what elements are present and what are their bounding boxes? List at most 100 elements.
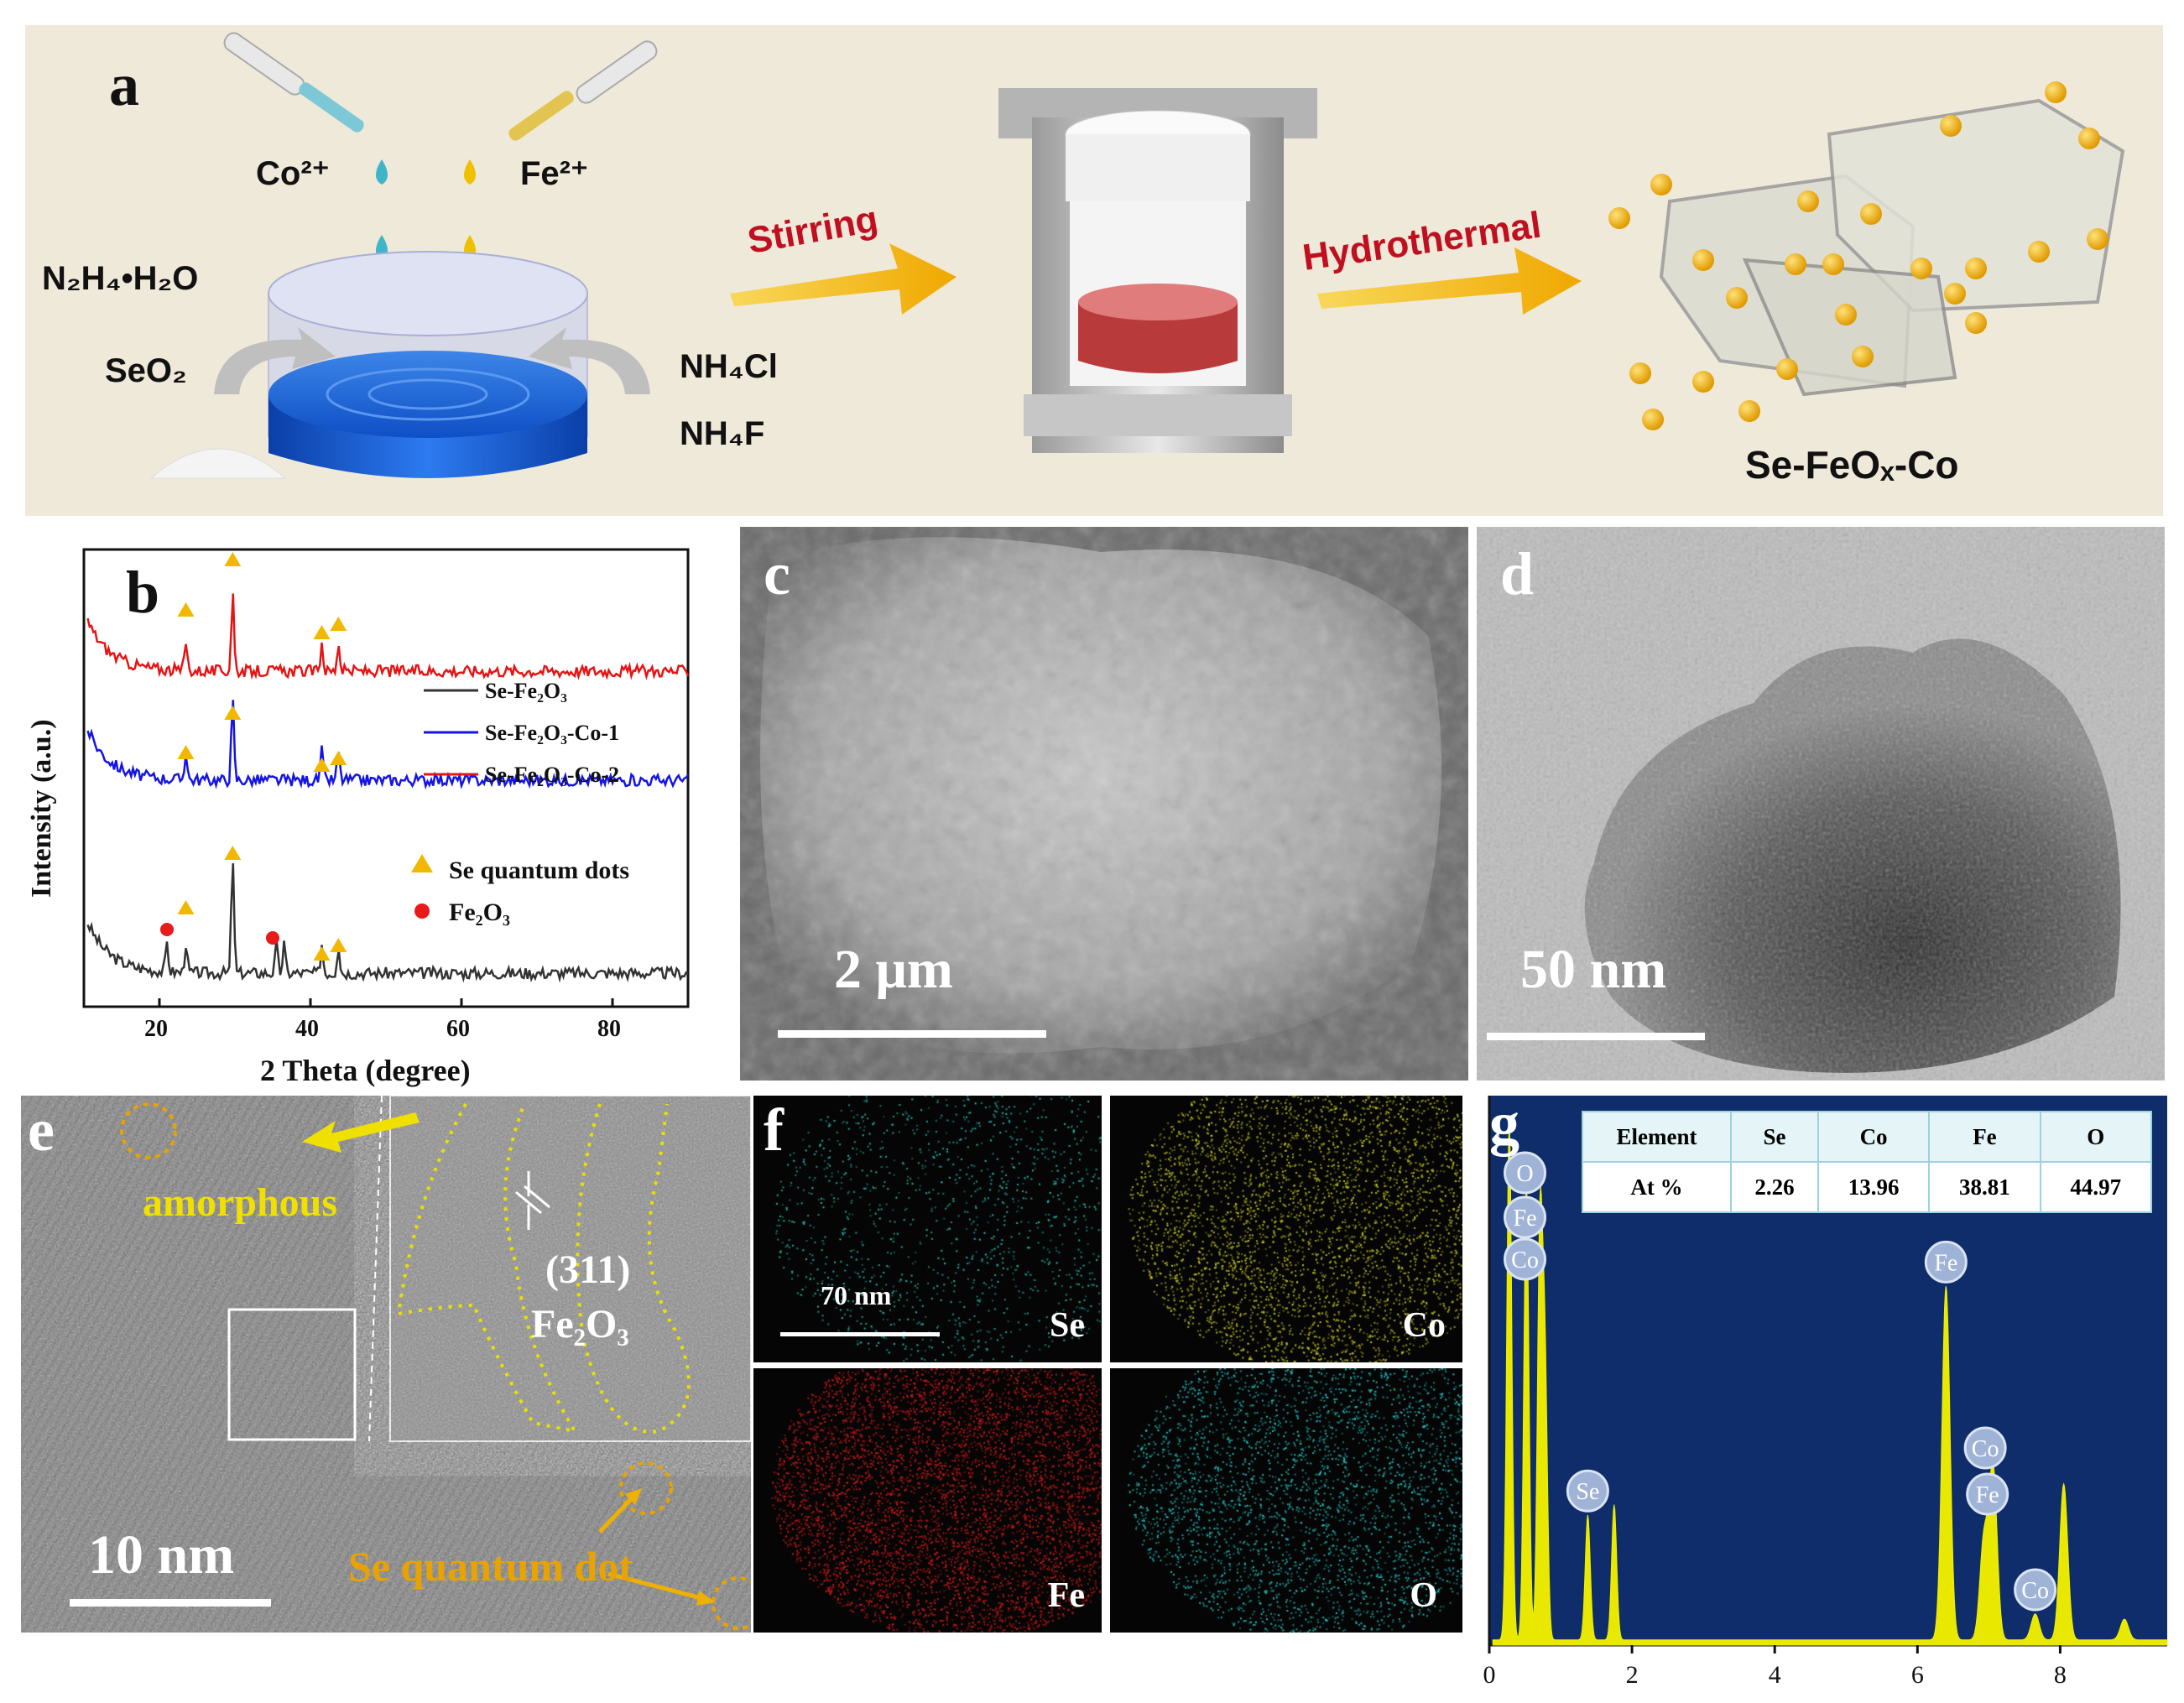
fe-ion-label: Fe²⁺ [520,155,588,192]
co-dropper-icon [223,32,364,133]
edx-peak-label: Fe [1966,1472,2009,1516]
svg-text:Co: Co [2021,1578,2049,1604]
fe-dropper-icon [508,40,658,141]
table-header-row: Element Se Co Fe O [1582,1111,2153,1163]
se-qd-marker [177,900,195,914]
zoom-region-box [227,1308,357,1441]
eds-map-o: O [1110,1368,1462,1633]
table-cell: At % [1582,1161,1732,1213]
legend-se-fe2o3-co-1: Se-Fe₂O₃-Co-1 [485,721,619,745]
lattice-spacing-icon [515,1171,550,1230]
edx-tick-label: 0 [1483,1661,1496,1689]
fe2o3-marker [266,931,279,945]
tem-image-panel: d 50 nm [1477,527,2165,1081]
panel-label-f: f [764,1096,784,1164]
legend-se-fe2o3: Se-Fe₂O₃ [485,679,567,703]
table-header-cell: Se [1730,1111,1819,1163]
edx-peak-label: Fe [1504,1195,1547,1239]
edx-peak-label: Co [2014,1568,2057,1612]
svg-text:Fe: Fe [1934,1250,1957,1276]
hrtem-scale-bar [70,1599,271,1607]
se-qd-marker [224,706,242,720]
svg-text:O: O [1516,1161,1533,1187]
svg-text:Se: Se [1576,1479,1599,1505]
table-cell: 38.81 [1928,1161,2041,1213]
tem-micrograph [1477,527,2165,1081]
powder-pile-icon [149,448,287,479]
beaker-icon [268,251,588,478]
nh4f-label: NH₄F [680,415,764,452]
edx-peak-label: Fe [1924,1240,1968,1284]
xrd-tick-label: 40 [295,1016,319,1042]
se-qd-marker [313,946,331,961]
sem-scale-text: 2 μm [834,939,953,1000]
se-qd-marker [224,552,242,566]
composition-table: Element Se Co Fe O At % 2.26 13.96 38.81… [1582,1111,2153,1213]
se-qd-marker [224,846,242,860]
edx-peak-label: Se [1566,1469,1609,1513]
table-cell: 13.96 [1817,1161,1931,1213]
eds-map-fe: Fe [753,1368,1102,1633]
edx-peak-label: Co [1963,1426,2007,1470]
stirring-arrow-icon [730,243,956,315]
svg-text:Fe: Fe [1976,1482,1999,1508]
panel-label-d: d [1500,540,1535,607]
qd-arrow-2-icon [607,1571,706,1601]
table-header-cell: Fe [1928,1111,2041,1163]
curved-arrow-left-icon [214,327,336,394]
panel-label-c: c [764,540,790,607]
xrd-series-line [86,863,689,983]
edx-tick-label: 6 [1911,1661,1924,1689]
hrtem-image-panel: e amorphous (311) Fe₂O₃ Se quantum dot 1… [21,1096,751,1633]
panel-label-g: g [1489,1096,1519,1157]
hrtem-scale-text: 10 nm [88,1524,235,1586]
amorphous-label: amorphous [143,1180,338,1225]
panel-label-e: e [28,1096,55,1164]
panel-label-a: a [109,51,139,118]
sem-scale-bar [778,1030,1046,1038]
map-label-fe: Fe [1047,1576,1085,1615]
phase-label: Fe₂O₃ [531,1302,629,1346]
xrd-series-line [86,593,690,680]
co-ion-label: Co²⁺ [256,155,330,192]
tem-scale-text: 50 nm [1520,939,1667,1000]
xrd-panel: 20 40 60 80 Se-Fe₂O₃ Se-Fe₂O₃-Co-1 Se-Fe₂O₃… [0,537,722,1091]
curved-arrow-right-icon [529,327,650,394]
eds-scale-bar [780,1332,940,1336]
edx-tick-label: 8 [2054,1661,2067,1689]
eds-scale-text: 70 nm [821,1280,892,1310]
table-cell: 44.97 [2039,1161,2153,1213]
edx-spectrum-area [1492,1124,2168,1646]
se-qd-marker [330,617,347,631]
sem-micrograph [740,527,1468,1081]
table-header-cell: Co [1817,1111,1931,1163]
hrtem-micrograph [21,1096,751,1633]
xrd-legend: Se-Fe₂O₃ Se-Fe₂O₃-Co-1 Se-Fe₂O₃-Co-2 Se … [411,679,629,926]
map-label-se: Se [1050,1306,1085,1345]
quantum-dot-circle-1 [120,1102,177,1159]
legend-triangle-icon [411,854,433,872]
product-label: Se-FeOₓ-Co [1745,443,1959,487]
legend-se-fe2o3-co-2: Se-Fe₂O₃-Co-2 [485,763,619,787]
synthesis-schematic: Co²⁺ Fe²⁺ N₂H₄•H₂O SeO₂ NH₄Cl NH₄F Stirr… [42,32,2125,487]
se-qd-marker [330,938,347,952]
svg-text:Co: Co [1972,1436,1999,1462]
edx-peak-label: Co [1504,1237,1547,1281]
table-header-cell: O [2039,1111,2153,1163]
hydrazine-label: N₂H₄•H₂O [42,260,198,297]
eds-mapping-panel: Se Co Fe O f 70 nm [753,1096,1462,1633]
edx-tick-label: 2 [1626,1661,1639,1689]
legend-fe2o3: Fe₂O₃ [449,898,510,926]
plane-label: (311) [545,1247,631,1292]
quantum-dot-circle-2 [619,1461,673,1515]
se-qd-marker [330,751,347,765]
xrd-chart: 20 40 60 80 Se-Fe₂O₃ Se-Fe₂O₃-Co-1 Se-Fe₂O₃… [26,548,690,1087]
stirring-label: Stirring [744,199,881,262]
svg-text:Co: Co [1511,1247,1539,1273]
legend-circle-icon [414,904,430,919]
xrd-tick-label: 60 [446,1016,470,1042]
xrd-series-line [86,700,690,790]
hydrothermal-label: Hydrothermal [1300,205,1544,279]
qd-arrow-1-icon [598,1495,635,1534]
